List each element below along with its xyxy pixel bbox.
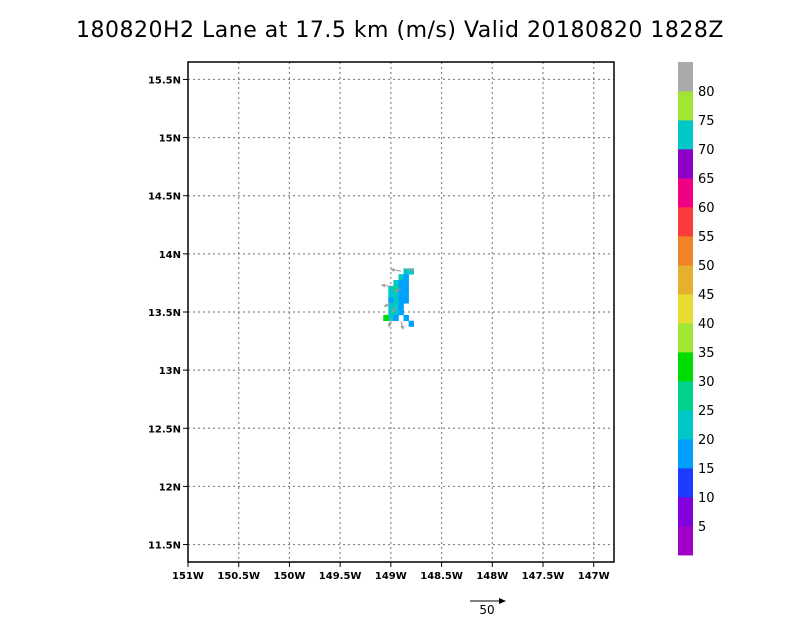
colorbar-swatch <box>678 120 693 150</box>
wind-vector-head <box>391 308 396 313</box>
colorbar-label: 55 <box>698 230 715 245</box>
wind-speed-cell <box>398 297 404 304</box>
wind-speed-cell <box>388 297 394 304</box>
map-title: 180820H2 Lane at 17.5 km (m/s) Valid 201… <box>76 18 724 43</box>
colorbar-label: 75 <box>698 114 715 129</box>
latitude-axis: 11.5N 12N 12.5N 13N 13.5N 14N 14.5N 15N 15.5N <box>148 75 188 552</box>
reference-vector: 50 <box>470 598 506 617</box>
colorbar-swatch <box>678 265 693 295</box>
colorbar-label: 25 <box>698 404 715 419</box>
wind-speed-cell <box>403 274 409 281</box>
wind-speed-cell <box>393 309 399 316</box>
wind-speed-cell <box>403 280 409 287</box>
wind-vectors <box>381 267 415 330</box>
colorbar-swatch <box>678 294 693 324</box>
wind-speed-cell <box>393 314 399 322</box>
colorbar-label: 40 <box>698 317 715 332</box>
wind-vector-head <box>394 288 399 292</box>
longitude-axis: 151W 150.5W 150W 149.5W 149W 148.5W 148W 147.5W… <box>172 562 610 582</box>
colorbar-swatch <box>678 323 693 353</box>
colorbar-label: 30 <box>698 375 715 390</box>
colorbar-swatch <box>678 178 693 208</box>
colorbar: 5 10 15 20 25 30 35 40 45 50 55 60 65 70 75 80 <box>678 62 715 556</box>
wind-vector-head <box>410 267 415 272</box>
wind-speed-cell <box>398 303 404 310</box>
colorbar-label: 5 <box>698 520 706 535</box>
colorbar-swatch <box>678 526 693 556</box>
wind-speed-cell <box>393 285 399 292</box>
colorbar-swatch <box>678 410 693 440</box>
y-tick-label: 14N <box>159 250 181 261</box>
colorbar-label: 80 <box>698 85 715 100</box>
wind-speed-cell <box>388 309 394 316</box>
wind-speed-cell <box>403 291 409 298</box>
wind-speed-cell <box>408 320 414 327</box>
x-tick-label: 149.5W <box>319 571 362 582</box>
wind-speed-cell <box>403 314 409 322</box>
colorbar-swatch <box>678 236 693 266</box>
y-tick-label: 15.5N <box>148 75 181 86</box>
x-tick-label: 148.5W <box>420 571 463 582</box>
wind-speed-cell <box>388 303 394 310</box>
y-tick-label: 15N <box>159 134 181 145</box>
y-tick-label: 11.5N <box>148 541 181 552</box>
colorbar-swatch <box>678 207 693 237</box>
x-tick-label: 147W <box>578 571 610 582</box>
wind-speed-cell <box>398 274 404 281</box>
wind-speed-cells <box>383 268 414 327</box>
wind-speed-cell <box>408 268 414 275</box>
colorbar-label: 35 <box>698 346 715 361</box>
wind-speed-cell <box>403 285 409 292</box>
colorbar-label: 15 <box>698 462 715 477</box>
y-tick-label: 14.5N <box>148 192 181 203</box>
wind-speed-cell <box>398 309 404 316</box>
reference-vector-label: 50 <box>479 603 494 617</box>
reference-arrowhead <box>499 598 506 604</box>
colorbar-swatch <box>678 381 693 411</box>
x-tick-label: 148W <box>476 571 508 582</box>
colorbar-label: 10 <box>698 491 715 506</box>
wind-speed-cell <box>393 297 399 304</box>
y-tick-label: 13N <box>159 366 181 377</box>
wind-speed-cell <box>388 285 394 292</box>
y-tick-label: 13.5N <box>148 308 181 319</box>
wind-speed-cell <box>393 291 399 298</box>
x-tick-label: 151W <box>172 571 204 582</box>
colorbar-swatch <box>678 468 693 498</box>
colorbar-label: 60 <box>698 201 715 216</box>
colorbar-label: 20 <box>698 433 715 448</box>
wind-speed-cell <box>398 285 404 292</box>
wind-vector-head <box>387 323 392 328</box>
y-tick-label: 12.5N <box>148 424 181 435</box>
y-tick-label: 12N <box>159 482 181 493</box>
wind-vector-head <box>400 325 405 330</box>
wind-speed-cell <box>398 291 404 298</box>
wind-speed-cell <box>398 280 404 287</box>
x-tick-label: 149W <box>375 571 407 582</box>
colorbar-swatch <box>678 352 693 382</box>
x-tick-label: 147.5W <box>522 571 565 582</box>
colorbar-label: 70 <box>698 143 715 158</box>
wind-vector-head <box>381 283 386 288</box>
colorbar-label: 65 <box>698 172 715 187</box>
wind-speed-cell <box>403 297 409 304</box>
wind-speed-cell <box>383 314 389 322</box>
colorbar-swatch <box>678 497 693 527</box>
colorbar-swatch <box>678 62 693 92</box>
x-tick-label: 150W <box>273 571 305 582</box>
x-tick-label: 150.5W <box>217 571 260 582</box>
colorbar-label: 45 <box>698 288 715 303</box>
colorbar-swatch <box>678 149 693 179</box>
wind-vector-head <box>384 303 389 307</box>
wind-vector-head <box>390 268 395 272</box>
colorbar-label: 50 <box>698 259 715 274</box>
wind-speed-cell <box>393 280 399 287</box>
colorbar-swatch <box>678 439 693 469</box>
wind-speed-cell <box>388 291 394 298</box>
colorbar-swatch <box>678 91 693 121</box>
wind-speed-cell <box>403 268 409 275</box>
